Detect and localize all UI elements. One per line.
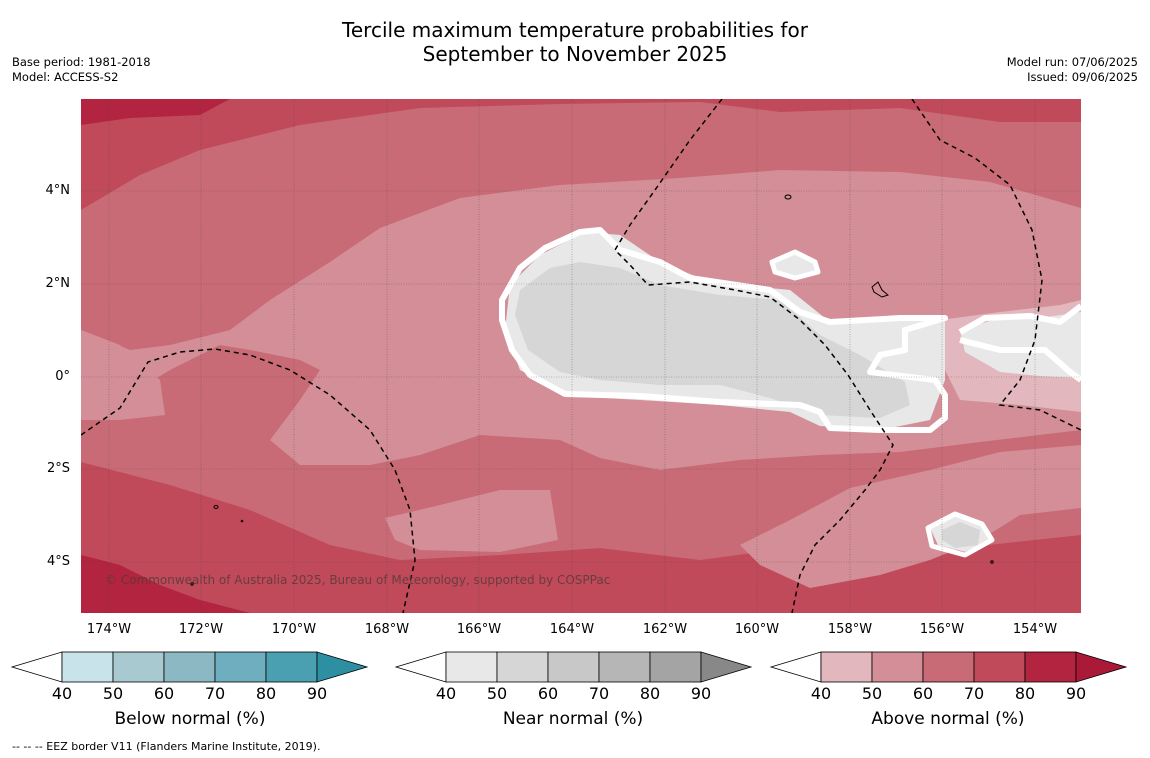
region-above-80-sw bbox=[81, 555, 250, 613]
title-line-2: September to November 2025 bbox=[422, 42, 728, 66]
near-tick-70: 70 bbox=[588, 684, 610, 703]
map-title: Tercile maximum temperature probabilitie… bbox=[0, 18, 1150, 66]
model-name: Model: ACCESS-S2 bbox=[12, 70, 119, 84]
region-near-40-east bbox=[960, 312, 1081, 378]
near-normal-title: Near normal (%) bbox=[502, 709, 644, 729]
above-tick-70: 70 bbox=[963, 684, 985, 703]
lon-label-170w: 170°W bbox=[271, 622, 317, 637]
near-tick-60: 60 bbox=[537, 684, 559, 703]
lon-label-164w: 164°W bbox=[549, 622, 595, 637]
lat-label-2s: 2°S bbox=[46, 461, 70, 476]
near-tick-90: 90 bbox=[690, 684, 712, 703]
eez-borders bbox=[81, 99, 1081, 613]
near-swatch-0 bbox=[445, 651, 498, 683]
above-tick-60: 60 bbox=[912, 684, 934, 703]
colorbar-near bbox=[394, 651, 753, 683]
below-swatch-1 bbox=[112, 651, 165, 683]
lon-label-174w: 174°W bbox=[86, 622, 132, 637]
islands bbox=[190, 194, 994, 586]
above-tick-50: 50 bbox=[861, 684, 883, 703]
above-tick-40: 40 bbox=[810, 684, 832, 703]
region-near-50-se bbox=[942, 522, 980, 548]
lon-label-154w: 154°W bbox=[1012, 622, 1058, 637]
contour-near-normal-east bbox=[958, 303, 1081, 383]
model-run: Model run: 07/06/2025 bbox=[1006, 55, 1138, 69]
colorbar-below-segments bbox=[10, 651, 369, 683]
above-arrow-low bbox=[769, 651, 822, 683]
meta-right: Model run: 07/06/2025 Issued: 09/06/2025 bbox=[1007, 55, 1138, 85]
region-above-80-nw bbox=[81, 99, 230, 125]
colorbar-above-segments bbox=[769, 651, 1128, 683]
region-near-50 bbox=[515, 262, 910, 418]
below-arrow-high bbox=[316, 651, 369, 683]
below-tick-50: 50 bbox=[102, 684, 124, 703]
below-tick-80: 80 bbox=[255, 684, 277, 703]
above-swatch-2 bbox=[922, 651, 975, 683]
title-line-1: Tercile maximum temperature probabilitie… bbox=[342, 18, 808, 42]
lon-label-156w: 156°W bbox=[919, 622, 965, 637]
near-arrow-high bbox=[700, 651, 753, 683]
eez-legend: -- -- -- EEZ border V11 (Flanders Marine… bbox=[12, 740, 321, 753]
below-swatch-4 bbox=[265, 651, 318, 683]
lon-label-166w: 166°W bbox=[456, 622, 502, 637]
near-tick-80: 80 bbox=[639, 684, 661, 703]
copyright-credit: © Commonwealth of Australia 2025, Bureau… bbox=[105, 573, 611, 587]
colorbar-below bbox=[10, 651, 369, 683]
near-swatch-4 bbox=[649, 651, 702, 683]
issued-date: Issued: 09/06/2025 bbox=[1027, 70, 1138, 84]
lon-label-158w: 158°W bbox=[827, 622, 873, 637]
near-tick-50: 50 bbox=[486, 684, 508, 703]
graticule bbox=[81, 99, 1081, 613]
lat-label-0: 0° bbox=[55, 369, 70, 384]
colorbar-above bbox=[769, 651, 1128, 683]
contour-near-normal-se bbox=[925, 511, 995, 558]
near-arrow-low bbox=[394, 651, 447, 683]
near-swatch-2 bbox=[547, 651, 600, 683]
meta-left: Base period: 1981-2018 Model: ACCESS-S2 bbox=[12, 55, 151, 85]
lon-label-160w: 160°W bbox=[734, 622, 780, 637]
below-tick-90: 90 bbox=[306, 684, 328, 703]
above-swatch-1 bbox=[871, 651, 924, 683]
contour-near-normal bbox=[499, 227, 948, 433]
lat-label-4n: 4°N bbox=[45, 183, 71, 198]
below-tick-70: 70 bbox=[204, 684, 226, 703]
below-tick-60: 60 bbox=[153, 684, 175, 703]
below-arrow-low bbox=[10, 651, 63, 683]
above-tick-90: 90 bbox=[1065, 684, 1087, 703]
lon-label-162w: 162°W bbox=[642, 622, 688, 637]
below-swatch-0 bbox=[61, 651, 114, 683]
above-swatch-3 bbox=[973, 651, 1026, 683]
near-swatch-1 bbox=[496, 651, 549, 683]
near-swatch-3 bbox=[598, 651, 651, 683]
region-above-50-south bbox=[385, 490, 558, 552]
colorbar-near-segments bbox=[394, 651, 753, 683]
above-normal-title: Above normal (%) bbox=[871, 709, 1025, 729]
contour-near-normal-ne bbox=[769, 249, 821, 281]
above-arrow-high bbox=[1075, 651, 1128, 683]
below-tick-40: 40 bbox=[51, 684, 73, 703]
below-normal-title: Below normal (%) bbox=[114, 709, 266, 729]
below-swatch-2 bbox=[163, 651, 216, 683]
lon-label-172w: 172°W bbox=[178, 622, 224, 637]
above-swatch-0 bbox=[820, 651, 873, 683]
near-tick-40: 40 bbox=[435, 684, 457, 703]
below-swatch-3 bbox=[214, 651, 267, 683]
above-tick-80: 80 bbox=[1014, 684, 1036, 703]
lat-label-4s: 4°S bbox=[46, 554, 70, 569]
lon-label-168w: 168°W bbox=[364, 622, 410, 637]
above-swatch-4 bbox=[1024, 651, 1077, 683]
region-above-50-west bbox=[81, 330, 165, 420]
base-period: Base period: 1981-2018 bbox=[12, 55, 151, 69]
lat-label-2n: 2°N bbox=[45, 276, 71, 291]
